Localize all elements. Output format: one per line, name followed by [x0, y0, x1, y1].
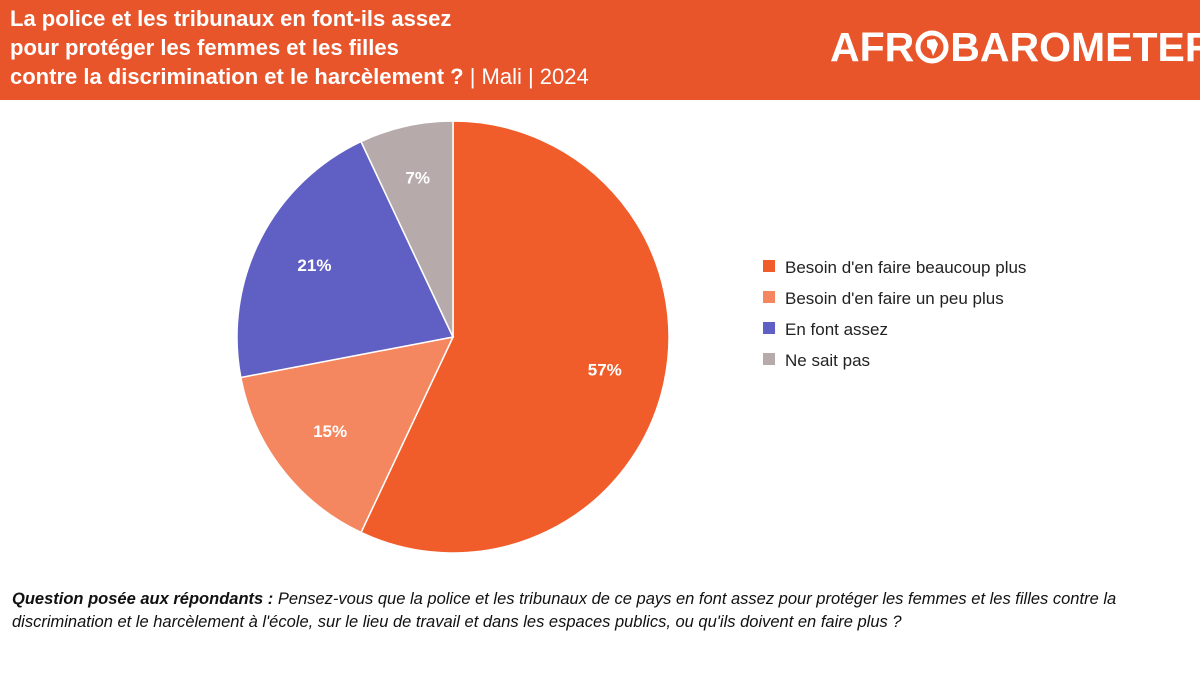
legend-item: Besoin d'en faire beaucoup plus	[763, 256, 1043, 279]
pie-slice-labels: 57% 15% 21% 7%	[297, 168, 621, 440]
pie-slice	[360, 120, 454, 338]
legend-swatch	[763, 353, 775, 365]
legend-swatch	[763, 291, 775, 303]
slice-value-label: 7%	[405, 168, 430, 187]
pie-slice	[360, 120, 670, 554]
question-footnote: Question posée aux répondants : Pensez-v…	[12, 588, 1187, 634]
title-line-1: La police et les tribunaux en font-ils a…	[10, 6, 452, 31]
question-text: Pensez-vous que la police et les tribuna…	[12, 590, 1117, 631]
legend-label: En font assez	[785, 320, 889, 339]
slice-value-label: 57%	[588, 360, 622, 379]
legend-item: Besoin d'en faire un peu plus	[763, 287, 1043, 310]
logo-text-start: AFR	[830, 24, 915, 70]
legend-label: Besoin d'en faire un peu plus	[785, 289, 1004, 308]
chart-title: La police et les tribunaux en font-ils a…	[10, 4, 770, 91]
logo-text-end: BAROMETER	[950, 24, 1200, 70]
title-line-3: contre la discrimination et le harcèleme…	[10, 64, 464, 89]
legend-label: Besoin d'en faire beaucoup plus	[785, 258, 1027, 277]
legend-swatch	[763, 260, 775, 272]
title-line-2: pour protéger les femmes et les filles	[10, 35, 399, 60]
slice-value-label: 21%	[297, 256, 331, 275]
header-banner: La police et les tribunaux en font-ils a…	[0, 0, 1200, 100]
pie-chart: 57% 15% 21% 7%	[236, 120, 670, 554]
legend-swatch	[763, 322, 775, 334]
africa-globe-icon	[915, 30, 949, 64]
slice-value-label: 15%	[313, 422, 347, 441]
question-label: Question posée aux répondants :	[12, 590, 274, 608]
chart-legend: Besoin d'en faire beaucoup plus Besoin d…	[763, 256, 1043, 380]
legend-item: Ne sait pas	[763, 349, 1043, 372]
legend-item: En font assez	[763, 318, 1043, 341]
pie-slice	[236, 140, 455, 379]
afrobarometer-logo: AFR BAROMETER	[830, 24, 1200, 71]
legend-label: Ne sait pas	[785, 351, 871, 370]
pie-slice	[239, 335, 455, 534]
pie-slices	[236, 120, 670, 554]
title-suffix: | Mali | 2024	[463, 64, 589, 89]
